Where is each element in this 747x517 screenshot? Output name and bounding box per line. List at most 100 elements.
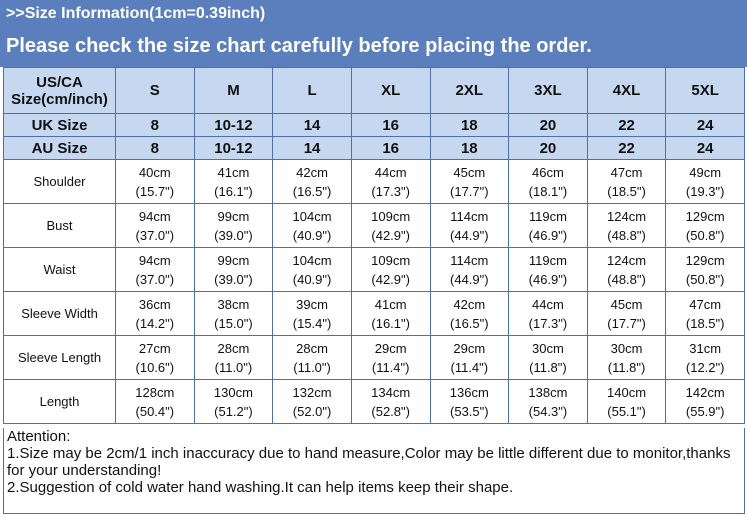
uk-size-row: UK Size 8 10-12 14 16 18 20 22 24 bbox=[3, 113, 745, 137]
measurement-cm: 41cm bbox=[374, 296, 407, 312]
measurement-inch: (15.4") bbox=[292, 315, 332, 331]
measurement-inch: (50.8") bbox=[685, 271, 725, 287]
measurement-inch: (42.9") bbox=[371, 271, 410, 287]
measurement-inch: (51.2") bbox=[214, 403, 253, 419]
measurement-cm: 29cm bbox=[374, 340, 407, 356]
measurement-inch: (11.0") bbox=[214, 359, 253, 375]
size-header-row: US/CA Size(cm/inch) S M L XL 2XL 3XL 4XL 5XL bbox=[3, 67, 745, 114]
size-header-cell: XL bbox=[350, 67, 431, 114]
measurement-cell: 128cm (50.4") bbox=[115, 379, 195, 424]
measurement-cm: 119cm bbox=[528, 252, 567, 268]
measurement-cm: 128cm bbox=[135, 384, 175, 400]
measurement-cm: 38cm bbox=[217, 296, 250, 312]
measurement-inch: (17.3") bbox=[528, 315, 568, 331]
uk-size-cell: 18 bbox=[429, 113, 510, 137]
measurement-cell: 29cm (11.4") bbox=[429, 335, 510, 380]
measurement-inch: (48.8") bbox=[607, 271, 646, 287]
measurement-cm: 39cm bbox=[296, 296, 328, 312]
uk-size-cell: 24 bbox=[665, 113, 745, 137]
measurement-cell: 109cm (42.9") bbox=[350, 247, 431, 292]
uk-size-label: UK Size bbox=[3, 113, 116, 137]
measurement-cell: 45cm (17.7") bbox=[586, 291, 667, 336]
measurement-inch: (39.0") bbox=[214, 271, 253, 287]
measurement-cell: 42cm (16.5") bbox=[272, 159, 352, 204]
measurement-cell: 130cm (51.2") bbox=[193, 379, 274, 424]
measurement-cm: 30cm bbox=[532, 340, 564, 356]
measurement-cell: 29cm (11.4") bbox=[350, 335, 431, 380]
measurement-label: Shoulder bbox=[3, 159, 116, 204]
measurement-cm: 134cm bbox=[371, 384, 411, 400]
measurement-cell: 114cm (44.9") bbox=[429, 203, 510, 248]
measurement-cell: 47cm (18.5") bbox=[665, 291, 745, 336]
attention-title: Attention: bbox=[7, 428, 71, 445]
measurement-inch: (16.1") bbox=[214, 183, 253, 199]
measurement-cm: 142cm bbox=[685, 384, 725, 400]
measurement-cell: 28cm (11.0") bbox=[272, 335, 352, 380]
measurement-inch: (37.0") bbox=[135, 271, 175, 287]
measurement-cell: 41cm (16.1") bbox=[193, 159, 274, 204]
measurement-cell: 134cm (52.8") bbox=[350, 379, 431, 424]
measurement-cell: 124cm (48.8") bbox=[586, 247, 667, 292]
size-chart-body: US/CA Size(cm/inch) S M L XL 2XL 3XL 4XL 5XL UK… bbox=[3, 67, 745, 424]
measurement-cell: 94cm (37.0") bbox=[115, 247, 195, 292]
measurement-cm: 30cm bbox=[610, 340, 643, 356]
size-header-label: US/CA Size(cm/inch) bbox=[3, 67, 116, 114]
measurement-cm: 41cm bbox=[217, 164, 250, 180]
measurement-inch: (15.7") bbox=[135, 183, 175, 199]
measurement-cell: 28cm (11.0") bbox=[193, 335, 274, 380]
measurement-cm: 45cm bbox=[453, 164, 486, 180]
measurement-cell: 31cm (12.2") bbox=[665, 335, 745, 380]
size-info-banner: >>Size Information(1cm=0.39inch) bbox=[0, 0, 747, 30]
measurement-inch: (40.9") bbox=[292, 271, 332, 287]
measurement-inch: (48.8") bbox=[607, 227, 646, 243]
measurement-inch: (53.5") bbox=[450, 403, 489, 419]
measurement-cell: 30cm (11.8") bbox=[586, 335, 667, 380]
measurement-cell: 30cm (11.8") bbox=[508, 335, 588, 380]
measurement-cm: 104cm bbox=[292, 208, 332, 224]
measurement-cell: 36cm (14.2") bbox=[115, 291, 195, 336]
uk-size-cell: 22 bbox=[586, 113, 667, 137]
measurement-cell: 94cm (37.0") bbox=[115, 203, 195, 248]
measurement-inch: (46.9") bbox=[528, 227, 568, 243]
size-header-cell: L bbox=[272, 67, 352, 114]
measurement-label: Bust bbox=[3, 203, 116, 248]
uk-size-cell: 20 bbox=[508, 113, 588, 137]
measurement-inch: (52.0") bbox=[292, 403, 332, 419]
measurement-cell: 99cm (39.0") bbox=[193, 203, 274, 248]
measurement-row: Length 128cm (50.4") 130cm (51.2") 132cm (52.0… bbox=[3, 379, 745, 424]
measurement-inch: (18.5") bbox=[685, 315, 725, 331]
measurement-cm: 99cm bbox=[217, 208, 250, 224]
measurement-cm: 140cm bbox=[607, 384, 647, 400]
au-size-cell: 14 bbox=[272, 136, 352, 160]
measurement-cell: 49cm (19.3") bbox=[665, 159, 745, 204]
measurement-cm: 31cm bbox=[689, 340, 722, 356]
measurement-cell: 44cm (17.3") bbox=[350, 159, 431, 204]
measurement-inch: (42.9") bbox=[371, 227, 410, 243]
measurement-cm: 104cm bbox=[292, 252, 332, 268]
uk-size-cell: 16 bbox=[350, 113, 431, 137]
size-header-cell: 4XL bbox=[586, 67, 667, 114]
measurement-cell: 44cm (17.3") bbox=[508, 291, 588, 336]
measurement-cm: 99cm bbox=[217, 252, 250, 268]
measurement-label: Sleeve Width bbox=[3, 291, 116, 336]
measurement-cm: 114cm bbox=[450, 208, 489, 224]
measurement-cm: 119cm bbox=[528, 208, 567, 224]
measurement-cm: 109cm bbox=[371, 208, 411, 224]
measurement-cell: 41cm (16.1") bbox=[350, 291, 431, 336]
measurement-inch: (11.4") bbox=[450, 359, 489, 375]
au-size-cell: 22 bbox=[586, 136, 667, 160]
measurement-inch: (17.3") bbox=[371, 183, 410, 199]
measurement-row: Bust 94cm (37.0") 99cm (39.0") 104cm (40.9") 10… bbox=[3, 203, 745, 248]
measurement-cell: 129cm (50.8") bbox=[665, 203, 745, 248]
measurement-cm: 40cm bbox=[138, 164, 171, 180]
measurement-inch: (11.8") bbox=[529, 359, 567, 375]
measurement-inch: (50.8") bbox=[685, 227, 725, 243]
measurement-cell: 109cm (42.9") bbox=[350, 203, 431, 248]
measurement-cm: 28cm bbox=[296, 340, 328, 356]
measurement-inch: (55.9") bbox=[685, 403, 725, 419]
measurement-inch: (19.3") bbox=[685, 183, 725, 199]
measurement-cell: 38cm (15.0") bbox=[193, 291, 274, 336]
measurement-cell: 46cm (18.1") bbox=[508, 159, 588, 204]
measurement-cm: 46cm bbox=[532, 164, 564, 180]
measurement-cell: 45cm (17.7") bbox=[429, 159, 510, 204]
